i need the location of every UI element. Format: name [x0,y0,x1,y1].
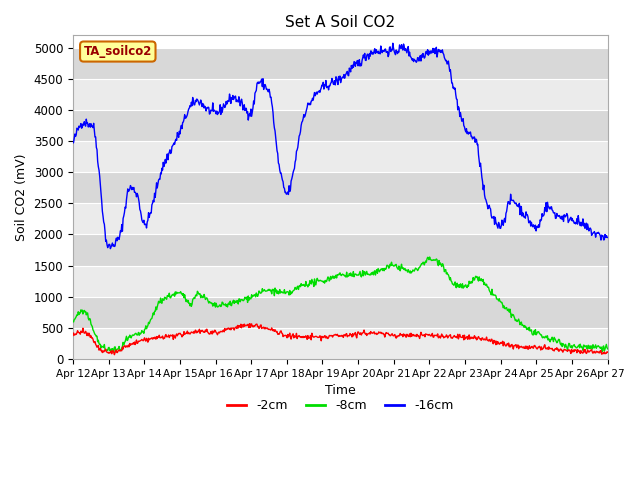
Bar [73,141,608,172]
Bar [73,48,608,79]
Title: Set A Soil CO2: Set A Soil CO2 [285,15,396,30]
Bar [73,172,608,204]
Bar [73,328,608,359]
Y-axis label: Soil CO2 (mV): Soil CO2 (mV) [15,154,28,241]
Bar [73,265,608,297]
Text: TA_soilco2: TA_soilco2 [84,45,152,58]
Bar [73,234,608,265]
Bar [73,204,608,234]
Bar [73,110,608,141]
X-axis label: Time: Time [325,384,356,397]
Bar [73,79,608,110]
Legend: -2cm, -8cm, -16cm: -2cm, -8cm, -16cm [222,395,458,418]
Bar [73,297,608,328]
